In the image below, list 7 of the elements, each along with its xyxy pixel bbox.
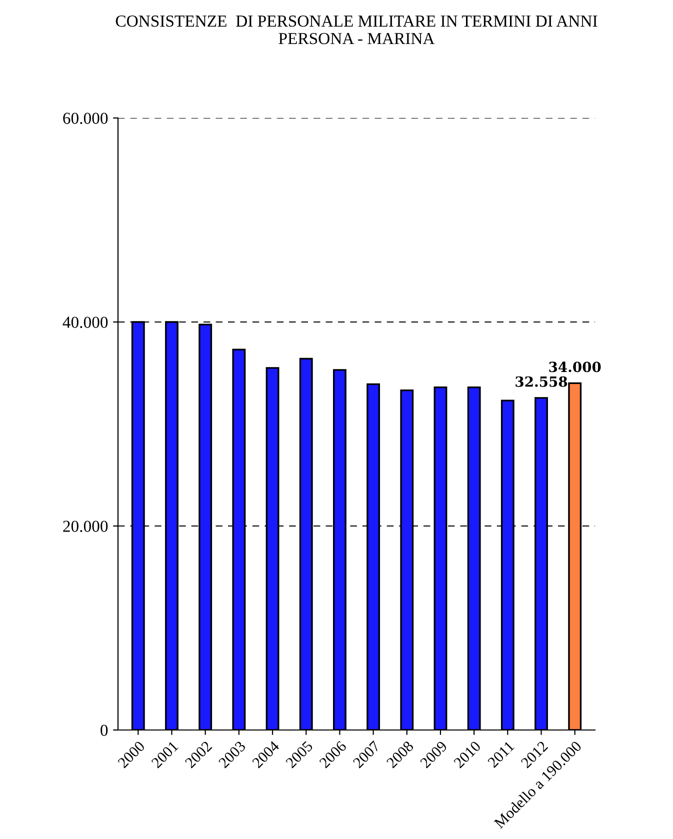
y-tick-label: 40.000	[62, 316, 108, 328]
y-tick-label: 60.000	[63, 112, 108, 124]
chart-title: CONSISTENZE DI PERSONALE MILITARE IN TERMINI DI ANNI PERSONA - MARINA	[116, 16, 598, 44]
y-tick-label: 0	[100, 724, 108, 736]
y-tick-label: 20.000	[63, 520, 108, 532]
data-label: 32.558	[516, 376, 568, 387]
data-label: 34.000	[549, 362, 601, 372]
